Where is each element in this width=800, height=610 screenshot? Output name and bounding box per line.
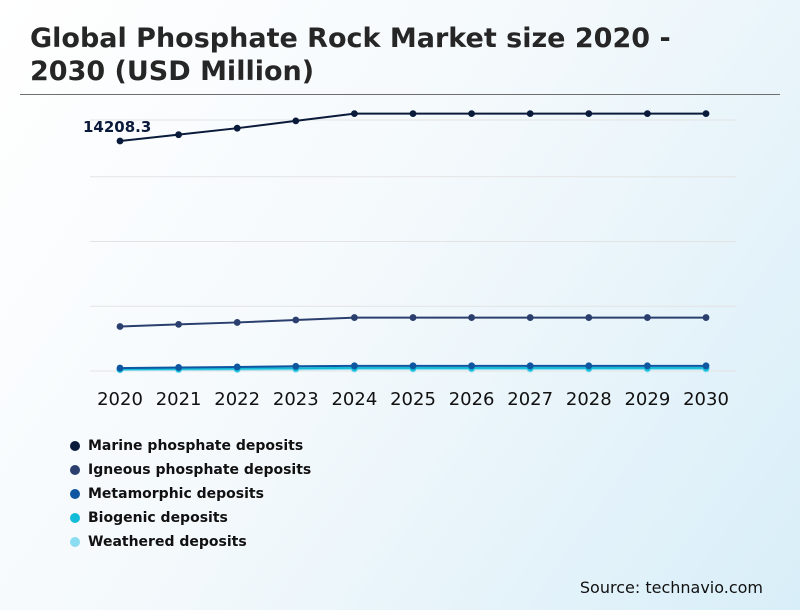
legend-item: Metamorphic deposits xyxy=(70,482,311,506)
data-point xyxy=(116,364,124,372)
data-point xyxy=(351,314,358,321)
data-point xyxy=(702,110,710,118)
x-tick-label: 2030 xyxy=(683,389,729,410)
data-point xyxy=(233,363,241,371)
data-point xyxy=(116,323,124,330)
data-point xyxy=(644,314,651,321)
x-tick-label: 2025 xyxy=(390,389,436,410)
data-point xyxy=(644,362,651,370)
data-point xyxy=(409,314,417,321)
data-point xyxy=(292,316,300,324)
data-point xyxy=(351,110,358,118)
source-credit: Source: technavio.com xyxy=(579,578,763,597)
legend-label: Marine phosphate deposits xyxy=(88,438,304,454)
legend-label: Igneous phosphate deposits xyxy=(88,462,312,478)
x-tick-label: 2029 xyxy=(624,389,670,410)
x-tick-label: 2026 xyxy=(449,389,495,410)
data-point xyxy=(585,314,593,321)
legend-marker xyxy=(70,537,80,547)
data-point xyxy=(351,362,358,370)
x-tick-label: 2020 xyxy=(97,389,143,410)
data-point xyxy=(409,110,417,118)
chart-title: Global Phosphate Rock Market size 2020 -… xyxy=(30,23,671,87)
legend-label: Metamorphic deposits xyxy=(88,486,264,502)
legend-marker xyxy=(70,441,80,451)
data-point xyxy=(175,320,183,328)
data-point xyxy=(116,137,124,145)
legend-marker xyxy=(70,489,80,499)
legend-item: Biogenic deposits xyxy=(70,506,311,530)
series-lines xyxy=(116,110,710,374)
data-point xyxy=(526,314,534,321)
data-point xyxy=(644,110,651,118)
line-chart: 14208.3 2020 2021 2022 2023 2024 2025 2026 2027… xyxy=(83,110,736,410)
data-point xyxy=(468,314,475,321)
grid-lines xyxy=(90,119,736,372)
legend-label: Biogenic deposits xyxy=(88,510,228,526)
data-point xyxy=(702,362,710,370)
data-label: 14208.3 xyxy=(83,118,151,136)
legend-item: Marine phosphate deposits xyxy=(70,434,311,458)
data-point xyxy=(175,364,183,371)
legend-item: Igneous phosphate deposits xyxy=(70,458,311,482)
legend: Marine phosphate deposits Igneous phospha… xyxy=(70,434,311,554)
data-point xyxy=(585,110,593,118)
legend-label: Weathered deposits xyxy=(88,534,247,550)
x-tick-label: 2022 xyxy=(214,389,260,410)
data-point xyxy=(526,110,534,118)
x-tick-label: 2028 xyxy=(566,389,612,410)
data-point xyxy=(292,362,300,370)
legend-item: Weathered deposits xyxy=(70,530,311,554)
data-point xyxy=(468,362,475,370)
data-point xyxy=(526,362,534,370)
x-axis-ticks: 2020 2021 2022 2023 2024 2025 2026 2027 2028 2029… xyxy=(97,389,729,410)
legend-marker xyxy=(70,465,80,475)
data-point xyxy=(292,117,300,125)
data-point xyxy=(175,131,183,139)
x-tick-label: 2027 xyxy=(507,389,553,410)
data-labels: 14208.3 xyxy=(83,118,151,136)
series-line xyxy=(119,112,706,142)
x-tick-label: 2021 xyxy=(156,389,202,410)
data-point xyxy=(409,362,417,370)
legend-marker xyxy=(70,513,80,523)
x-tick-label: 2023 xyxy=(273,389,319,410)
data-point xyxy=(585,362,593,370)
x-tick-label: 2024 xyxy=(331,389,377,410)
data-point xyxy=(702,314,710,321)
data-point xyxy=(468,110,475,118)
data-point xyxy=(233,124,241,132)
data-point xyxy=(233,319,241,326)
title-divider xyxy=(20,94,780,95)
